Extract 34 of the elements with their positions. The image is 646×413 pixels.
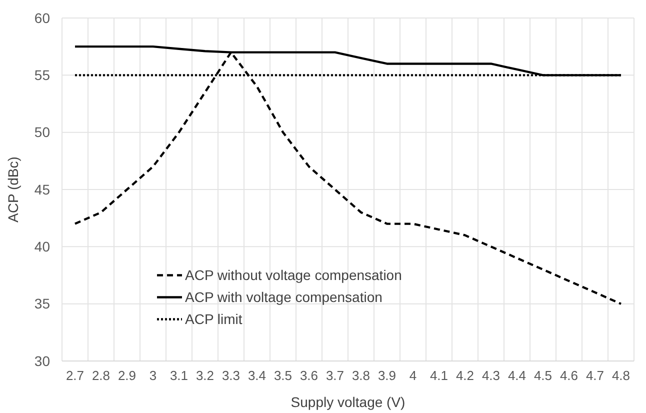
x-tick-label: 4.3 [482,368,500,383]
x-axis-title: Supply voltage (V) [290,394,406,410]
x-tick-label: 2.8 [92,368,110,383]
legend-label: ACP without voltage compensation [185,267,402,284]
x-tick-label: 3.5 [274,368,292,383]
y-tick-label: 35 [34,296,50,312]
x-tick-label: 4.2 [456,368,474,383]
x-tick-label: 4.7 [586,368,604,383]
y-tick-label: 50 [34,124,50,140]
x-tick-label: 3.6 [300,368,318,383]
x-tick-label: 3.2 [196,368,214,383]
x-tick-label: 4.8 [612,368,630,383]
y-axis-title: ACP (dBc) [5,156,21,222]
x-tick-label: 4.4 [508,368,526,383]
x-tick-label: 4 [409,368,417,383]
x-tick-label: 3.9 [378,368,396,383]
x-tick-label: 3.4 [248,368,266,383]
x-tick-label: 4.6 [560,368,578,383]
x-tick-label: 4.5 [534,368,552,383]
legend-label: ACP with voltage compensation [185,289,382,306]
y-tick-label: 45 [34,181,50,198]
y-tick-label: 40 [34,238,50,255]
legend-label: ACP limit [185,311,242,328]
x-tick-label: 2.7 [66,368,84,383]
x-tick-label: 4.1 [430,368,448,383]
x-tick-label: 3.7 [326,368,344,383]
y-tick-label: 30 [34,352,50,369]
x-tick-label: 3.3 [222,368,240,383]
y-tick-label: 55 [34,67,50,84]
x-tick-label: 3 [149,368,157,383]
y-tick-label: 60 [34,10,50,26]
x-tick-label: 3.1 [170,368,188,383]
x-tick-label: 2.9 [118,368,136,383]
x-tick-label: 3.8 [352,368,370,383]
